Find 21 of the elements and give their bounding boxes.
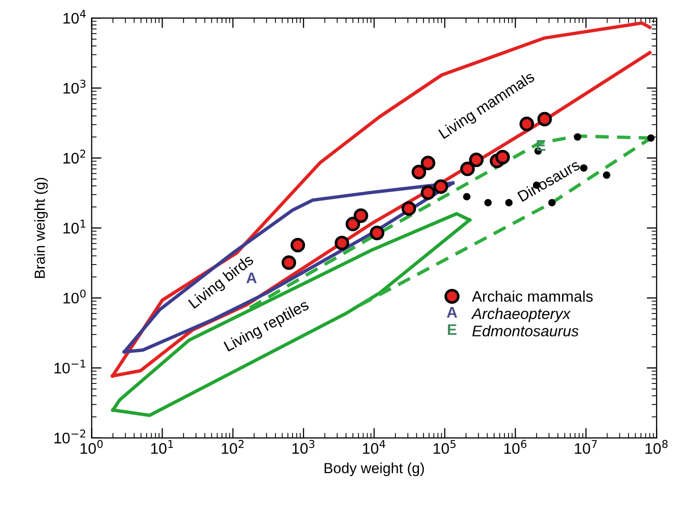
x-tick-label: 10$^{5}$ bbox=[434, 440, 456, 454]
x-tick-label: 10$^{6}$ bbox=[504, 440, 526, 454]
x-tick-label: 10$^{4}$ bbox=[363, 440, 386, 454]
text: E bbox=[448, 324, 457, 335]
x-tick-label: 10$^{2}$ bbox=[222, 440, 244, 454]
x-tick-label: 10$^{3}$ bbox=[292, 440, 314, 454]
y-axis-title: Brain weight (g) bbox=[34, 178, 48, 278]
y-tick-label: 10$^{3}$ bbox=[64, 80, 86, 94]
annotation: Edmontosaurus bbox=[472, 325, 579, 336]
y-tick-label: 10$^{−1}$ bbox=[54, 360, 86, 374]
y-tick-label: 10$^{4}$ bbox=[64, 10, 86, 24]
annotation: Archaeopteryx bbox=[471, 308, 571, 322]
x-tick-label: 10$^{8}$ bbox=[646, 440, 668, 454]
y-tick-label: 10$^{1}$ bbox=[64, 220, 86, 234]
y-tick-label: 10$^{2}$ bbox=[64, 150, 86, 164]
text: A bbox=[446, 307, 458, 318]
legend-label: Archaic mammals bbox=[472, 290, 593, 302]
x-tick-label: 10$^{7}$ bbox=[574, 440, 597, 454]
x-axis-title: Body weight (g) bbox=[324, 462, 424, 476]
y-tick-label: 10$^{0}$ bbox=[64, 290, 86, 304]
x-tick-label: 10$^{1}$ bbox=[151, 440, 174, 454]
